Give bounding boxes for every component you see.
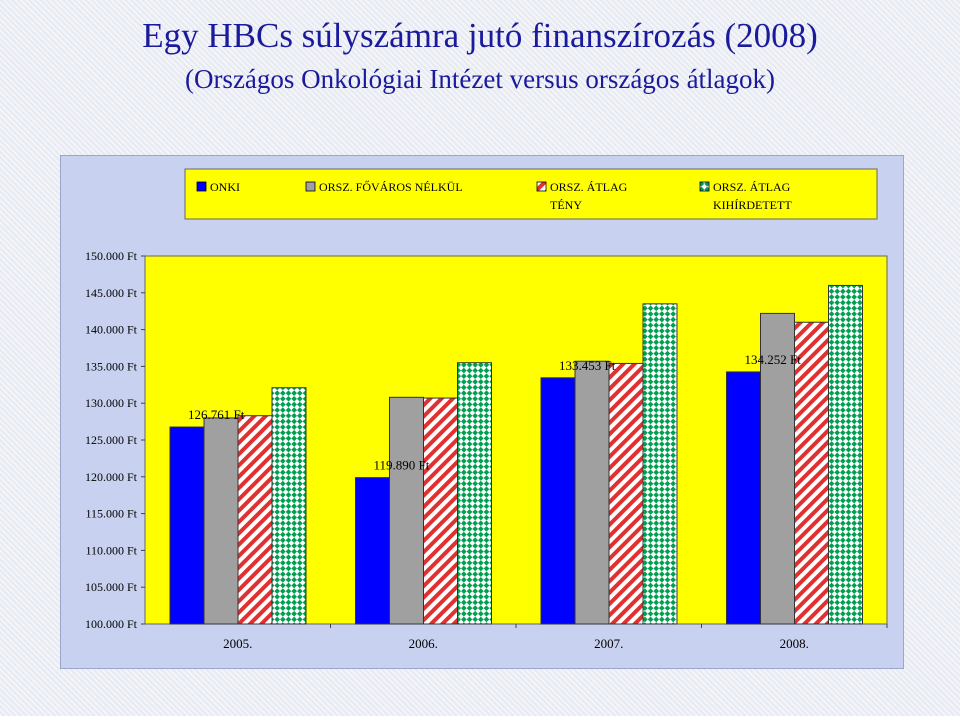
bar	[574, 360, 610, 625]
data-labels: 126.761 Ft 119.890 Ft 133.453 Ft 134.252 Ft	[188, 352, 801, 473]
y-tick-label: 140.000 Ft	[85, 323, 138, 337]
x-tick-label: 2007.	[594, 636, 623, 651]
y-tick-label: 105.000 Ft	[85, 580, 138, 594]
x-tick-label: 2006.	[409, 636, 438, 651]
page-title: Egy HBCs súlyszámra jutó finanszírozás (…	[142, 16, 818, 55]
legend-swatch	[536, 181, 547, 192]
bar	[540, 377, 576, 625]
bar	[726, 371, 761, 625]
y-tick-label: 115.000 Ft	[85, 507, 137, 521]
bar	[169, 426, 205, 625]
y-tick-label: 120.000 Ft	[85, 470, 138, 484]
bar	[794, 321, 829, 625]
y-tick-label: 150.000 Ft	[85, 249, 138, 263]
legend-label-line2: KIHÍRDETETT	[713, 198, 792, 212]
x-axis: 2005. 2006. 2007. 2008.	[223, 624, 888, 651]
legend-swatch	[699, 181, 710, 192]
bar	[271, 387, 307, 625]
data-label: 119.890 Ft	[374, 458, 430, 473]
y-tick-label: 125.000 Ft	[85, 433, 138, 447]
legend-label: ORSZ. FŐVÁROS NÉLKÜL	[319, 180, 463, 194]
y-tick-label: 145.000 Ft	[85, 286, 138, 300]
legend: ONKI ORSZ. FŐVÁROS NÉLKÜL ORSZ. ÁTLAG TÉNY O…	[196, 180, 792, 212]
bar	[457, 362, 492, 625]
legend-label-line2: TÉNY	[550, 198, 582, 212]
page-subtitle: (Országos Onkológiai Intézet versus orsz…	[184, 64, 776, 94]
bar	[760, 312, 795, 625]
y-axis: 100.000 Ft 105.000 Ft 110.000 Ft 115.000 Ft…	[85, 249, 145, 631]
bar	[203, 417, 239, 625]
bar	[389, 396, 424, 625]
y-tick-label: 130.000 Ft	[85, 396, 138, 410]
bar	[608, 362, 644, 625]
bar	[642, 303, 678, 625]
bar	[355, 477, 390, 625]
x-tick-label: 2005.	[223, 636, 252, 651]
data-label: 134.252 Ft	[745, 352, 802, 367]
legend-label: ORSZ. ÁTLAG	[550, 180, 628, 194]
bars	[169, 284, 863, 625]
y-tick-label: 110.000 Ft	[85, 543, 137, 557]
legend-swatch	[196, 181, 207, 192]
y-tick-label: 135.000 Ft	[85, 359, 138, 373]
x-tick-label: 2008.	[780, 636, 809, 651]
bar	[828, 284, 863, 625]
data-label: 126.761 Ft	[188, 407, 245, 422]
legend-label: ONKI	[210, 180, 240, 194]
legend-box	[184, 168, 878, 220]
legend-label: ORSZ. ÁTLAG	[713, 180, 791, 194]
legend-swatch	[305, 181, 316, 192]
bar	[237, 415, 273, 625]
y-tick-label: 100.000 Ft	[85, 617, 138, 631]
data-label: 133.453 Ft	[559, 358, 616, 373]
bar	[423, 397, 458, 625]
